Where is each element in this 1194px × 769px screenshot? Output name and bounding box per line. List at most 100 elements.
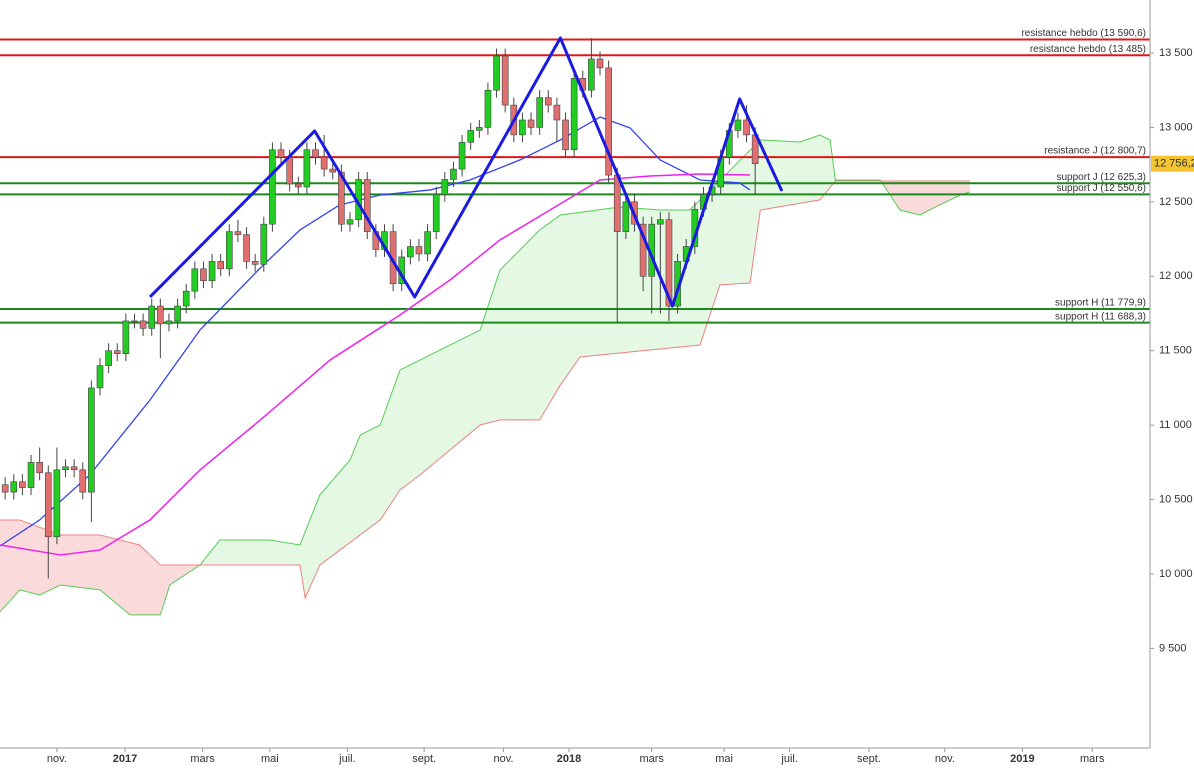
candle-body — [657, 219, 664, 225]
candle-body — [338, 171, 345, 225]
candle-body — [70, 466, 78, 471]
candle-body — [44, 472, 52, 538]
candle-body — [458, 142, 466, 170]
moving-average — [0, 173, 751, 556]
candle-body — [105, 350, 112, 366]
candle-body — [88, 387, 95, 493]
moving-average — [0, 116, 751, 547]
candle-body — [320, 156, 328, 170]
candle-body — [553, 104, 561, 121]
candle-body — [346, 219, 354, 225]
candle-body — [225, 231, 233, 270]
candle-body — [62, 466, 69, 471]
y-tick-label: 10 000 — [1159, 568, 1193, 580]
candle-body — [243, 234, 250, 262]
candle-body — [312, 149, 319, 158]
level-label: support J (12 550,6) — [1057, 183, 1147, 194]
candle-body — [519, 119, 526, 136]
candle-body — [10, 481, 18, 493]
candle-body — [588, 58, 595, 91]
candle-body — [303, 149, 311, 188]
candle-body — [407, 246, 414, 258]
candle-body — [605, 67, 612, 176]
candle-body — [27, 462, 35, 488]
plot-area — [0, 36, 1150, 616]
cloud-span-a — [0, 134, 970, 616]
candle-body — [200, 268, 207, 282]
candle-body — [165, 320, 173, 325]
x-tick-label: mai — [261, 753, 279, 765]
candle-body — [234, 231, 242, 235]
last-price-label: 12 756,2 — [1154, 158, 1194, 170]
candle-body — [260, 223, 268, 265]
candle-body — [527, 119, 535, 128]
y-tick-label: 11 000 — [1159, 419, 1192, 431]
candle-body — [269, 149, 276, 225]
x-tick-label: juil. — [338, 753, 356, 765]
candle-body — [113, 350, 121, 354]
y-tick-label: 13 000 — [1159, 121, 1193, 133]
x-tick-label: nov. — [493, 753, 513, 765]
candle-body — [570, 77, 578, 151]
level-label: support H (11 688,3) — [1055, 311, 1146, 322]
y-tick-label: 12 500 — [1159, 196, 1193, 208]
x-tick-label: sept. — [412, 753, 436, 765]
last-price-box — [1151, 155, 1194, 172]
candle-body — [79, 469, 87, 493]
candle-body — [174, 305, 181, 322]
candle-body — [329, 168, 337, 173]
candle-body — [596, 58, 604, 69]
candle-body — [467, 130, 475, 143]
y-tick-label: 11 500 — [1159, 345, 1192, 357]
candle-body — [208, 261, 216, 282]
level-label: support J (12 625,3) — [1057, 172, 1147, 183]
candle-body — [286, 156, 293, 185]
candle-body — [536, 97, 543, 128]
x-tick-label: mars — [639, 753, 664, 765]
candle-body — [484, 89, 492, 128]
candle-body — [622, 201, 630, 232]
zigzag-line — [148, 36, 784, 308]
candle-body — [639, 223, 647, 277]
candle-body — [294, 183, 302, 188]
candle-body — [191, 268, 199, 292]
cloud-span-b — [0, 180, 970, 600]
candle-body — [96, 365, 104, 389]
y-tick-label: 10 500 — [1159, 493, 1193, 505]
candle-body — [1, 484, 9, 493]
y-tick-label: 12 000 — [1159, 270, 1193, 282]
x-tick-label: 2017 — [113, 753, 137, 765]
candle-body — [475, 127, 483, 131]
candle-body — [562, 119, 569, 151]
x-tick-label: mai — [715, 753, 733, 765]
candle-body — [743, 119, 750, 136]
level-label: resistance hebdo (13 485) — [1030, 44, 1146, 55]
candle-body — [665, 219, 673, 307]
candle-body — [363, 179, 371, 232]
x-tick-label: mars — [1080, 753, 1105, 765]
candle-body — [122, 320, 130, 354]
candle-body — [613, 174, 621, 232]
x-tick-label: sept. — [857, 753, 881, 765]
candle-body — [217, 261, 225, 270]
level-label: resistance J (12 800,7) — [1044, 146, 1146, 157]
candle-body — [432, 194, 440, 232]
candle-body — [450, 168, 457, 180]
candle-body — [139, 320, 147, 329]
candle-body — [19, 481, 26, 488]
candle-body — [544, 97, 552, 106]
candle-body — [441, 179, 449, 195]
candle-body — [424, 231, 431, 255]
candle-body — [251, 261, 259, 265]
x-tick-label: juil. — [780, 753, 798, 765]
candle-body — [734, 119, 742, 131]
level-label: support H (11 779,9) — [1055, 298, 1146, 309]
candle-body — [277, 149, 285, 158]
x-tick-label: 2018 — [557, 753, 581, 765]
candle-body — [148, 305, 156, 329]
level-label: resistance hebdo (13 590,6) — [1021, 28, 1146, 39]
y-tick-label: 9 500 — [1159, 642, 1187, 654]
candle-body — [131, 320, 138, 323]
